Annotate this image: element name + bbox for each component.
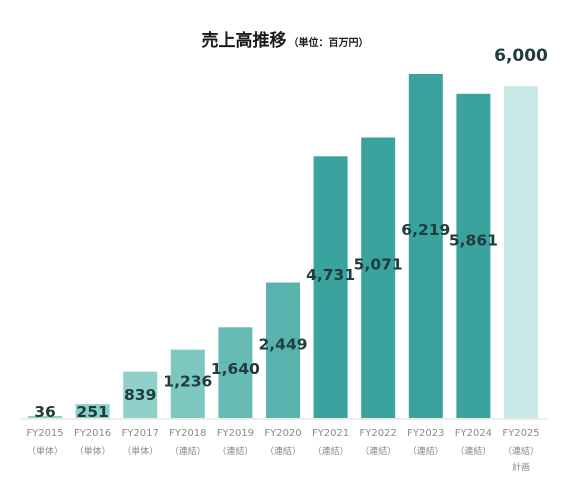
bar-fy2019 <box>218 327 253 418</box>
chart-title-unit: （単位：百万円） <box>289 36 369 49</box>
value-label-fy2022: 5,071 <box>354 256 403 274</box>
x-tick-note-fy2025-0: （連結） <box>503 445 539 457</box>
value-label-fy2024: 5,861 <box>449 232 498 250</box>
x-tick-fy2019: FY2019 <box>217 428 254 439</box>
value-label-fy2016: 251 <box>76 403 108 421</box>
x-tick-note-fy2025-1: 計画 <box>512 461 530 473</box>
x-tick-note-fy2022-0: （連結） <box>360 445 396 457</box>
bar-fy2025 <box>504 86 538 419</box>
chart-title-main: 売上高推移 <box>202 30 287 51</box>
value-label-fy2018: 1,236 <box>163 372 212 390</box>
bar-fy2024 <box>456 93 491 418</box>
value-label-fy2015: 36 <box>34 403 56 421</box>
x-tick-fy2017: FY2017 <box>122 428 159 439</box>
x-tick-fy2016: FY2016 <box>74 428 111 439</box>
x-tick-note-fy2020-0: （連結） <box>265 445 301 457</box>
x-tick-fy2025: FY2025 <box>502 428 539 439</box>
bar-fy2021 <box>313 156 348 418</box>
bar-fy2017 <box>123 371 158 418</box>
svg-text:売上高推移（単位：百万円）: 売上高推移 （単位：百万円） <box>202 30 369 51</box>
chart-title: 売上高推移 （単位：百万円） <box>202 30 369 51</box>
value-label-fy2025: 6,000 <box>494 46 548 66</box>
bar-fy2022 <box>361 137 396 418</box>
bar-fy2016 <box>75 404 110 418</box>
bar-fy2018 <box>170 349 205 418</box>
x-tick-fy2020: FY2020 <box>264 428 301 439</box>
x-tick-fy2021: FY2021 <box>312 428 349 439</box>
x-tick-fy2015: FY2015 <box>26 428 63 439</box>
x-tick-note-fy2017-0: （単体） <box>122 445 158 457</box>
x-tick-note-fy2023-0: （連結） <box>408 445 444 457</box>
x-tick-note-fy2018-0: （連結） <box>170 445 206 457</box>
bar-fy2023 <box>408 74 443 418</box>
bar-fy2020 <box>266 282 300 418</box>
value-label-fy2021: 4,731 <box>306 266 355 284</box>
value-label-fy2019: 1,640 <box>211 360 260 378</box>
x-tick-fy2018: FY2018 <box>169 428 206 439</box>
x-tick-fy2023: FY2023 <box>407 428 444 439</box>
x-tick-fy2024: FY2024 <box>455 428 492 439</box>
bar-fy2015 <box>28 416 62 418</box>
x-tick-note-fy2015-0: （単体） <box>27 445 63 457</box>
x-tick-note-fy2021-0: （連結） <box>313 445 349 457</box>
x-tick-note-fy2019-0: （連結） <box>217 445 253 457</box>
value-label-fy2020: 2,449 <box>258 335 307 353</box>
x-tick-note-fy2024-0: （連結） <box>455 445 491 457</box>
x-tick-note-fy2016-0: （単体） <box>75 445 111 457</box>
x-tick-labels-group: FY2015 （単体） FY2016 （単体） FY2017 （単体） FY2018 （連結）… <box>26 428 539 473</box>
value-label-fy2023: 6,219 <box>401 221 450 239</box>
bars-group <box>28 74 538 419</box>
value-label-fy2017: 839 <box>124 386 156 404</box>
x-tick-fy2022: FY2022 <box>360 428 397 439</box>
